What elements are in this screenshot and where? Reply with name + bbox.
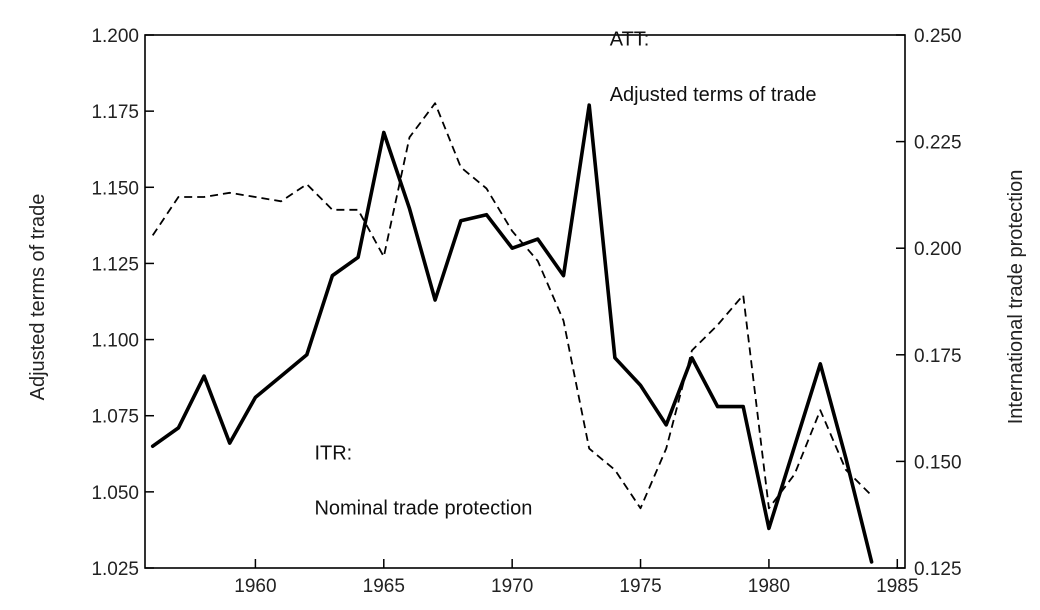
x-axis: 1960 1965 1970 1975 1980 1985 [234,559,918,597]
annotation-itr-line: ITR: [314,442,352,464]
y-left-tick-label: 1.175 [91,102,139,123]
y-axis-right-title: International trade protection [1005,170,1027,425]
y-axis-right: 0.250 0.225 0.200 0.175 0.150 0.125 [896,26,962,580]
y-axis-left-title: Adjusted terms of trade [27,194,49,401]
x-tick-label: 1985 [876,576,918,597]
annotation-itr-line: Nominal trade protection [314,498,532,520]
y-left-tick-label: 1.125 [91,254,139,275]
y-axis-left: 1.200 1.175 1.150 1.125 1.100 1.075 1.050 1.025 [91,26,154,580]
x-tick-label: 1965 [363,576,405,597]
y-left-tick-label: 1.200 [91,26,139,47]
y-left-tick-label: 1.075 [91,407,139,428]
y-left-tick-label: 1.150 [91,178,139,199]
y-right-tick-label: 0.250 [914,26,962,47]
series-line-att [150,103,874,564]
annotation-att-line: Adjusted terms of trade [610,84,817,106]
y-left-tick-label: 1.050 [91,483,139,504]
x-tick-label: 1970 [491,576,533,597]
y-right-tick-label: 0.125 [914,559,962,580]
y-left-tick-label: 1.100 [91,331,139,352]
annotations: ATT: Adjusted terms of trade ITR: Nominal t… [314,29,816,520]
y-right-tick-label: 0.175 [914,346,962,367]
annotation-att-line: ATT: [610,29,650,51]
x-tick-label: 1960 [234,576,276,597]
series-layer [150,102,874,564]
x-tick-label: 1980 [748,576,790,597]
y-right-tick-label: 0.150 [914,452,962,473]
x-tick-label: 1975 [619,576,661,597]
y-right-tick-label: 0.225 [914,133,962,154]
y-left-tick-label: 1.025 [91,559,139,580]
plot-frame [144,34,906,569]
y-right-tick-label: 0.200 [914,239,962,260]
series-line-itr [151,102,873,510]
